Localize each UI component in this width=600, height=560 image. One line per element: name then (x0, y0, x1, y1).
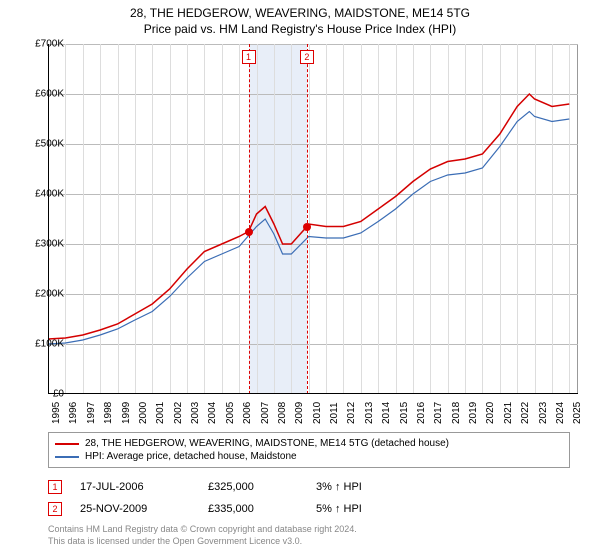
x-tick-label: 2017 (433, 402, 444, 424)
x-tick-label: 2009 (294, 402, 305, 424)
x-tick-label: 2025 (572, 402, 583, 424)
legend: 28, THE HEDGEROW, WEAVERING, MAIDSTONE, … (48, 432, 570, 468)
x-tick-label: 1998 (103, 402, 114, 424)
x-tick-label: 2005 (225, 402, 236, 424)
x-tick-label: 2002 (173, 402, 184, 424)
x-tick-label: 2001 (155, 402, 166, 424)
marker-label-box: 2 (300, 50, 314, 64)
table-row: 1 17-JUL-2006 £325,000 3% ↑ HPI (48, 476, 406, 498)
x-tick-label: 2000 (138, 402, 149, 424)
sales-table: 1 17-JUL-2006 £325,000 3% ↑ HPI 2 25-NOV… (48, 476, 406, 520)
line-series (48, 44, 578, 394)
x-tick-label: 2020 (485, 402, 496, 424)
sale-hpi-pct: 3% ↑ HPI (316, 481, 406, 493)
sale-price: £325,000 (208, 481, 298, 493)
x-tick-label: 2007 (260, 402, 271, 424)
x-tick-label: 2011 (329, 402, 340, 424)
y-tick-label: £500K (20, 139, 64, 150)
x-tick-label: 1996 (68, 402, 79, 424)
legend-item: HPI: Average price, detached house, Maid… (55, 450, 563, 463)
x-tick-label: 2024 (555, 402, 566, 424)
y-tick-label: £200K (20, 289, 64, 300)
x-tick-label: 1999 (121, 402, 132, 424)
x-tick-label: 2015 (399, 402, 410, 424)
x-tick-label: 2012 (346, 402, 357, 424)
x-tick-label: 2008 (277, 402, 288, 424)
marker-dot (245, 228, 253, 236)
legend-swatch (55, 456, 79, 458)
sale-price: £335,000 (208, 503, 298, 515)
x-tick-label: 2006 (242, 402, 253, 424)
x-axis (48, 393, 578, 394)
marker-label-box: 1 (242, 50, 256, 64)
table-row: 2 25-NOV-2009 £335,000 5% ↑ HPI (48, 498, 406, 520)
x-tick-label: 2004 (207, 402, 218, 424)
chart-title: 28, THE HEDGEROW, WEAVERING, MAIDSTONE, … (0, 0, 600, 20)
legend-label: 28, THE HEDGEROW, WEAVERING, MAIDSTONE, … (85, 438, 449, 449)
y-tick-label: £0 (20, 389, 64, 400)
series-property (48, 94, 569, 339)
x-tick-label: 2019 (468, 402, 479, 424)
chart-subtitle: Price paid vs. HM Land Registry's House … (0, 20, 600, 36)
y-tick-label: £600K (20, 89, 64, 100)
footer-line: Contains HM Land Registry data © Crown c… (48, 524, 357, 536)
legend-swatch (55, 443, 79, 445)
marker-dot (303, 223, 311, 231)
y-tick-label: £300K (20, 239, 64, 250)
sale-marker-box: 1 (48, 480, 62, 494)
y-tick-label: £100K (20, 339, 64, 350)
chart-container: 28, THE HEDGEROW, WEAVERING, MAIDSTONE, … (0, 0, 600, 560)
footer-line: This data is licensed under the Open Gov… (48, 536, 357, 548)
x-tick-label: 2016 (416, 402, 427, 424)
y-tick-label: £700K (20, 39, 64, 50)
x-tick-label: 2010 (312, 402, 323, 424)
legend-item: 28, THE HEDGEROW, WEAVERING, MAIDSTONE, … (55, 437, 563, 450)
sale-marker-box: 2 (48, 502, 62, 516)
x-tick-label: 2003 (190, 402, 201, 424)
plot-area: 12 (48, 44, 578, 394)
legend-label: HPI: Average price, detached house, Maid… (85, 451, 297, 462)
x-tick-label: 2022 (520, 402, 531, 424)
x-tick-label: 2018 (451, 402, 462, 424)
x-tick-label: 2023 (538, 402, 549, 424)
footer-attribution: Contains HM Land Registry data © Crown c… (48, 524, 357, 547)
x-tick-label: 2014 (381, 402, 392, 424)
sale-date: 17-JUL-2006 (80, 481, 190, 493)
x-tick-label: 1995 (51, 402, 62, 424)
x-tick-label: 1997 (86, 402, 97, 424)
x-tick-label: 2013 (364, 402, 375, 424)
x-tick-label: 2021 (503, 402, 514, 424)
sale-hpi-pct: 5% ↑ HPI (316, 503, 406, 515)
y-tick-label: £400K (20, 189, 64, 200)
sale-date: 25-NOV-2009 (80, 503, 190, 515)
